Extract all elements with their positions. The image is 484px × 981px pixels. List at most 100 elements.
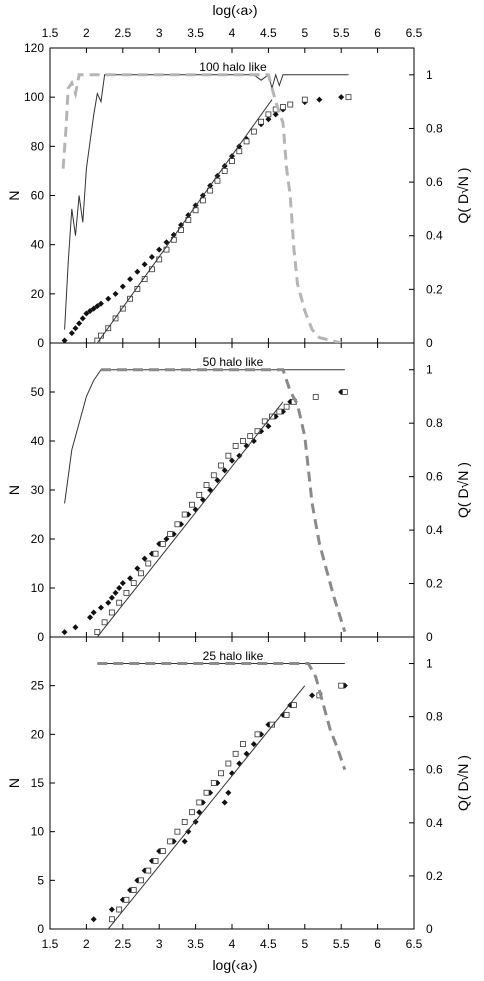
data-point-filled bbox=[105, 295, 112, 302]
data-point-open bbox=[258, 118, 265, 125]
y2-tick-label: 0 bbox=[426, 922, 433, 936]
data-point-filled bbox=[61, 629, 68, 636]
data-point-open bbox=[225, 452, 232, 459]
data-point-open bbox=[232, 442, 239, 449]
data-point-filled bbox=[72, 624, 79, 631]
data-point-filled bbox=[61, 337, 68, 343]
data-point-open bbox=[152, 550, 159, 557]
y-tick-label: 10 bbox=[31, 581, 45, 595]
panel-frame bbox=[49, 636, 415, 930]
data-point-filled bbox=[141, 555, 148, 562]
bottom-x-tick-label: 4.5 bbox=[260, 937, 277, 951]
data-point-open bbox=[138, 570, 144, 577]
data-point-open bbox=[189, 809, 195, 816]
data-point-filled bbox=[90, 916, 97, 923]
y2-tick-label: 0.8 bbox=[426, 710, 443, 724]
data-point-open bbox=[199, 197, 206, 204]
data-point-open bbox=[269, 721, 275, 728]
y2-tick-label: 0 bbox=[426, 336, 433, 350]
data-point-filled bbox=[265, 423, 272, 430]
y2-tick-label: 1 bbox=[426, 657, 433, 671]
data-point-open bbox=[196, 799, 203, 806]
bottom-x-tick-label: 2.5 bbox=[114, 937, 131, 951]
data-point-open bbox=[207, 187, 214, 194]
data-point-filled bbox=[148, 253, 155, 260]
data-point-filled bbox=[108, 906, 115, 913]
y2-tick-label: 0.4 bbox=[426, 229, 443, 243]
data-point-open bbox=[108, 916, 115, 923]
data-point-filled bbox=[265, 116, 272, 123]
data-point-filled bbox=[185, 828, 192, 835]
data-point-open bbox=[312, 393, 319, 400]
data-point-open bbox=[167, 531, 174, 537]
bottom-x-tick-label: 5.5 bbox=[333, 937, 350, 951]
data-point-open bbox=[127, 295, 133, 302]
bottom-x-axis-title: log(‹a›) bbox=[212, 957, 258, 973]
y-tick-label: 40 bbox=[31, 238, 45, 252]
data-point-open bbox=[210, 472, 217, 479]
y-tick-label: 120 bbox=[24, 41, 44, 55]
data-point-filled bbox=[181, 838, 188, 845]
q-dashed-line bbox=[101, 368, 347, 633]
y2-tick-label: 0.6 bbox=[426, 470, 443, 484]
bottom-x-tick-label: 3.5 bbox=[187, 937, 204, 951]
data-point-open bbox=[116, 599, 123, 606]
bottom-x-tick-label: 1.5 bbox=[42, 937, 59, 951]
y-tick-label: 0 bbox=[37, 630, 44, 644]
y2-tick-label: 1 bbox=[426, 363, 433, 377]
bottom-x-tick-label: 4 bbox=[229, 937, 236, 951]
data-point-open bbox=[269, 413, 275, 420]
data-point-filled bbox=[105, 599, 112, 606]
data-point-open bbox=[250, 128, 257, 135]
y2-tick-label: 0.8 bbox=[426, 416, 443, 430]
bottom-x-tick-label: 6.5 bbox=[406, 937, 423, 951]
panel-title: 50 halo like bbox=[203, 355, 264, 369]
y-tick-label: 60 bbox=[31, 189, 45, 203]
data-point-filled bbox=[338, 94, 345, 101]
data-point-open bbox=[119, 305, 126, 312]
y-tick-label: 25 bbox=[31, 679, 45, 693]
data-point-filled bbox=[127, 575, 134, 582]
data-point-open bbox=[283, 711, 290, 718]
y-tick-label: 0 bbox=[37, 336, 44, 350]
data-point-filled bbox=[134, 565, 141, 572]
data-point-filled bbox=[221, 799, 228, 806]
data-point-filled bbox=[83, 310, 90, 317]
data-point-filled bbox=[225, 789, 232, 796]
data-point-open bbox=[225, 760, 232, 767]
data-point-filled bbox=[108, 594, 115, 601]
y-tick-label: 20 bbox=[31, 287, 45, 301]
y-tick-label: 40 bbox=[31, 434, 45, 448]
data-point-open bbox=[283, 403, 290, 410]
data-point-open bbox=[94, 629, 101, 635]
y-tick-label: 10 bbox=[31, 825, 45, 839]
q-solid-line bbox=[64, 73, 349, 330]
y-axis-label: N bbox=[6, 485, 22, 495]
data-point-open bbox=[210, 780, 217, 786]
data-point-open bbox=[254, 731, 261, 738]
y-tick-label: 20 bbox=[31, 727, 45, 741]
y2-tick-label: 0.2 bbox=[426, 577, 443, 591]
y2-axis-label: Q( D√N ) bbox=[455, 168, 471, 224]
data-point-open bbox=[123, 896, 130, 903]
bottom-x-tick-label: 3 bbox=[156, 937, 163, 951]
bottom-x-tick-label: 2 bbox=[83, 937, 90, 951]
data-point-open bbox=[123, 590, 130, 596]
data-point-open bbox=[130, 887, 137, 893]
data-point-filled bbox=[156, 246, 163, 253]
data-point-filled bbox=[127, 276, 134, 283]
data-point-filled bbox=[72, 325, 79, 332]
y2-tick-label: 0.4 bbox=[426, 816, 443, 830]
y-tick-label: 5 bbox=[37, 873, 44, 887]
data-point-open bbox=[108, 609, 115, 616]
panel-frame bbox=[49, 342, 415, 638]
top-x-tick-label: 3 bbox=[156, 26, 163, 40]
top-x-tick-label: 2 bbox=[83, 26, 90, 40]
data-point-filled bbox=[170, 231, 177, 238]
top-x-tick-label: 4.5 bbox=[260, 26, 277, 40]
data-point-filled bbox=[90, 609, 97, 616]
data-point-open bbox=[145, 867, 152, 874]
top-x-tick-label: 5 bbox=[301, 26, 308, 40]
data-point-open bbox=[94, 337, 101, 343]
